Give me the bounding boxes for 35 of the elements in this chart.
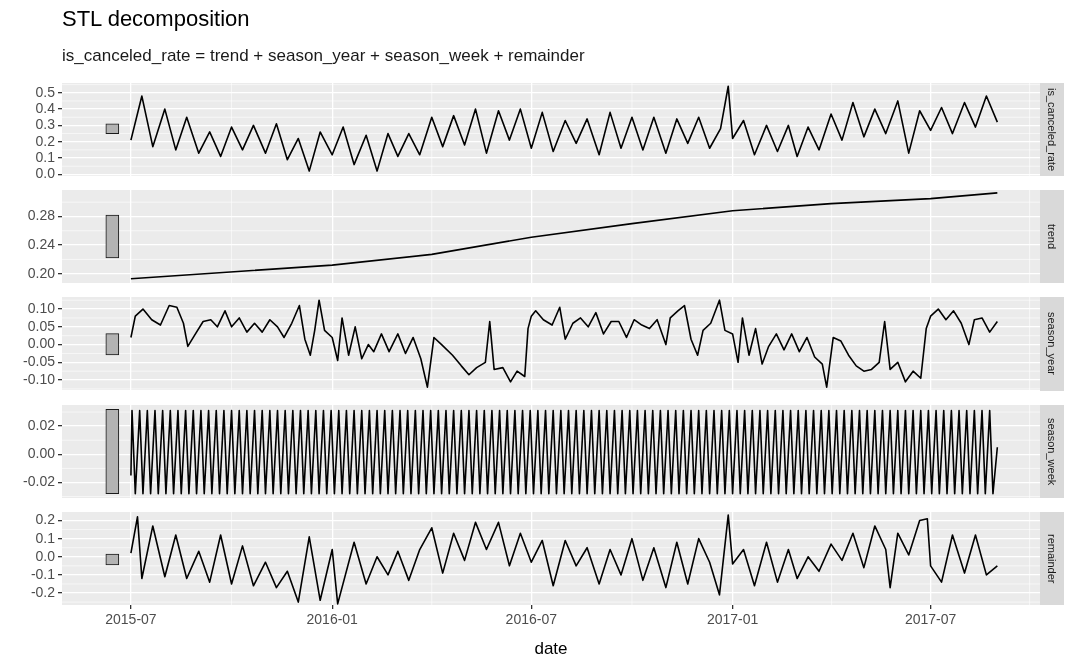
y-tick-label: -0.10 xyxy=(23,371,56,388)
chart-title: STL decomposition xyxy=(62,6,250,32)
y-axis-title: season_year xyxy=(1046,312,1058,376)
y-axis-title: remainder xyxy=(1046,533,1058,584)
y-tick-label: -0.2 xyxy=(30,583,56,600)
y-tick-label: 0.0 xyxy=(35,547,56,564)
x-tick-label: 2016-01 xyxy=(306,611,359,628)
y-tick-label: 0.3 xyxy=(35,116,56,133)
x-tick-label: 2017-01 xyxy=(706,611,759,628)
y-tick-label: 0.28 xyxy=(27,207,56,224)
y-axis-title: trend xyxy=(1046,224,1058,250)
chart-subtitle: is_canceled_rate = trend + season_year + season_week + remainder xyxy=(62,46,585,66)
y-tick-label: 0.5 xyxy=(35,83,56,100)
y-tick-label: 0.00 xyxy=(27,335,56,352)
y-tick-label: -0.02 xyxy=(23,472,56,489)
y-tick-label: -0.1 xyxy=(30,565,56,582)
y-tick-label: 0.00 xyxy=(27,444,56,461)
y-tick-label: 0.1 xyxy=(35,148,56,165)
x-tick-label: 2015-07 xyxy=(105,611,157,628)
y-tick-label: 0.10 xyxy=(27,300,56,317)
x-tick-label: 2016-07 xyxy=(505,611,558,628)
y-tick-label: 0.0 xyxy=(35,165,56,182)
y-tick-label: -0.05 xyxy=(23,353,56,370)
y-tick-label: 0.2 xyxy=(35,511,56,528)
y-tick-label: 0.4 xyxy=(35,99,56,116)
y-tick-label: 0.02 xyxy=(27,416,56,433)
y-tick-label: 0.20 xyxy=(27,264,56,281)
y-tick-label: 0.1 xyxy=(35,529,56,546)
y-tick-label: 0.2 xyxy=(35,132,56,149)
y-tick-label: 0.05 xyxy=(27,318,56,335)
x-tick-label: 2017-07 xyxy=(904,611,957,628)
x-axis-title: date xyxy=(534,638,568,658)
y-tick-label: 0.24 xyxy=(27,236,56,253)
y-axis-title: season_week xyxy=(1046,417,1058,485)
y-axis-title: is_canceled_rate xyxy=(1046,88,1058,172)
